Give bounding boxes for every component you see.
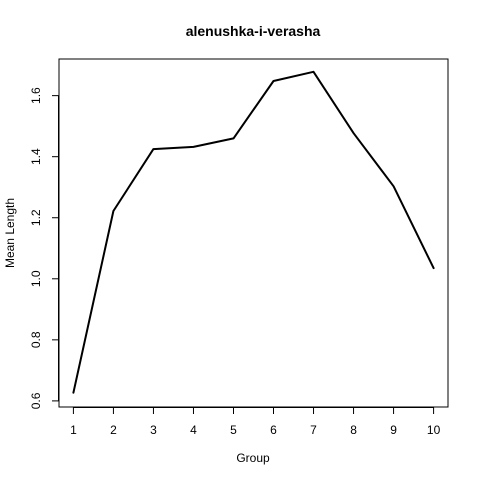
x-tick-label: 9 (390, 423, 397, 437)
chart-title: alenushka-i-verasha (186, 23, 321, 39)
x-tick-label: 7 (310, 423, 317, 437)
y-tick-label: 0.8 (29, 331, 43, 348)
x-tick-label: 10 (427, 423, 441, 437)
x-tick-label: 4 (190, 423, 197, 437)
x-axis-label: Group (236, 451, 270, 465)
y-tick-label: 1.4 (29, 148, 43, 165)
x-tick-label: 1 (70, 423, 77, 437)
x-tick-label: 8 (350, 423, 357, 437)
y-tick-label: 1.6 (29, 87, 43, 104)
x-tick-label: 5 (230, 423, 237, 437)
y-axis: 0.6 0.8 1.0 1.2 1.4 1.6 (29, 87, 59, 409)
series-layer (72, 70, 435, 394)
series-line (72, 70, 435, 394)
x-tick-label: 3 (150, 423, 157, 437)
y-axis-label: Mean Length (3, 198, 17, 268)
y-tick-label: 1.2 (29, 209, 43, 226)
x-tick-label: 6 (270, 423, 277, 437)
y-tick-label: 0.6 (29, 392, 43, 409)
x-tick-label: 2 (110, 423, 117, 437)
x-axis: 1 2 3 4 5 6 7 8 9 10 (70, 407, 441, 437)
y-tick-label: 1.0 (29, 270, 43, 287)
